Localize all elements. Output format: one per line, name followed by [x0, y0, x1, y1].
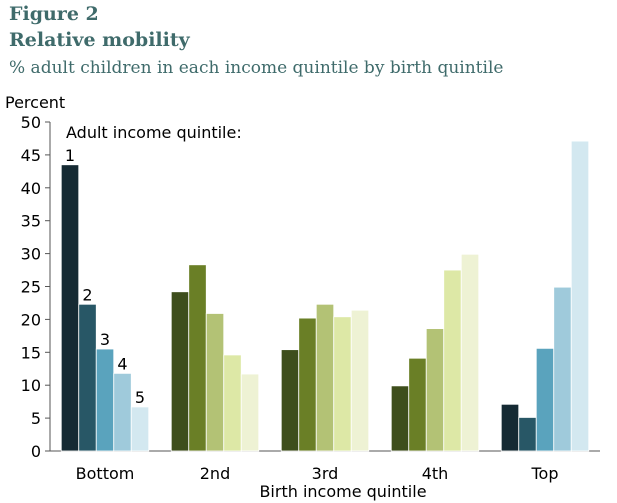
bar — [350, 309, 370, 452]
series-label: 2 — [82, 285, 92, 304]
bar — [60, 164, 80, 452]
bar — [280, 349, 300, 452]
bar — [460, 253, 480, 452]
bar — [78, 303, 97, 452]
chart-title: Relative mobility — [9, 29, 190, 51]
series-label: 5 — [135, 388, 145, 407]
bar — [205, 313, 225, 452]
x-axis-label: Birth income quintile — [259, 482, 426, 501]
y-tick-label: 0 — [31, 442, 41, 461]
bar — [95, 348, 115, 452]
y-tick-label: 35 — [21, 212, 41, 231]
chart-subtitle: % adult children in each income quintile… — [9, 58, 504, 78]
series-label: 4 — [117, 354, 127, 373]
x-tick-label: Top — [531, 464, 559, 483]
y-tick-label: 45 — [21, 146, 41, 165]
bar — [500, 403, 520, 452]
y-tick-label: 40 — [21, 179, 41, 198]
y-tick-label: 25 — [21, 278, 41, 297]
bar — [170, 291, 190, 452]
bar — [408, 357, 427, 452]
bar — [113, 372, 132, 452]
bar — [188, 264, 207, 452]
x-tick-label: 4th — [422, 464, 449, 483]
bar — [315, 303, 335, 452]
bar — [333, 316, 352, 452]
y-tick-label: 5 — [31, 409, 41, 428]
bar — [298, 317, 317, 452]
bar — [425, 328, 445, 452]
y-axis-label: Percent — [5, 93, 65, 112]
x-tick-label: 2nd — [200, 464, 230, 483]
bar — [535, 347, 555, 452]
y-tick-label: 10 — [21, 376, 41, 395]
bar — [390, 385, 410, 452]
x-tick-label: Bottom — [76, 464, 135, 483]
figure-label: Figure 2 — [9, 3, 99, 25]
bar — [518, 417, 537, 452]
x-tick-label: 3rd — [312, 464, 339, 483]
series-label: 3 — [100, 330, 110, 349]
bar — [240, 373, 260, 452]
y-tick-label: 20 — [21, 310, 41, 329]
y-tick-label: 30 — [21, 245, 41, 264]
y-tick-label: 50 — [21, 113, 41, 132]
bar — [130, 406, 150, 452]
bar — [223, 354, 242, 452]
y-tick-label: 15 — [21, 343, 41, 362]
bar — [570, 140, 590, 452]
series-label: 1 — [65, 146, 75, 165]
bar — [443, 269, 462, 452]
bar — [553, 286, 572, 452]
legend-title: Adult income quintile: — [66, 123, 242, 142]
